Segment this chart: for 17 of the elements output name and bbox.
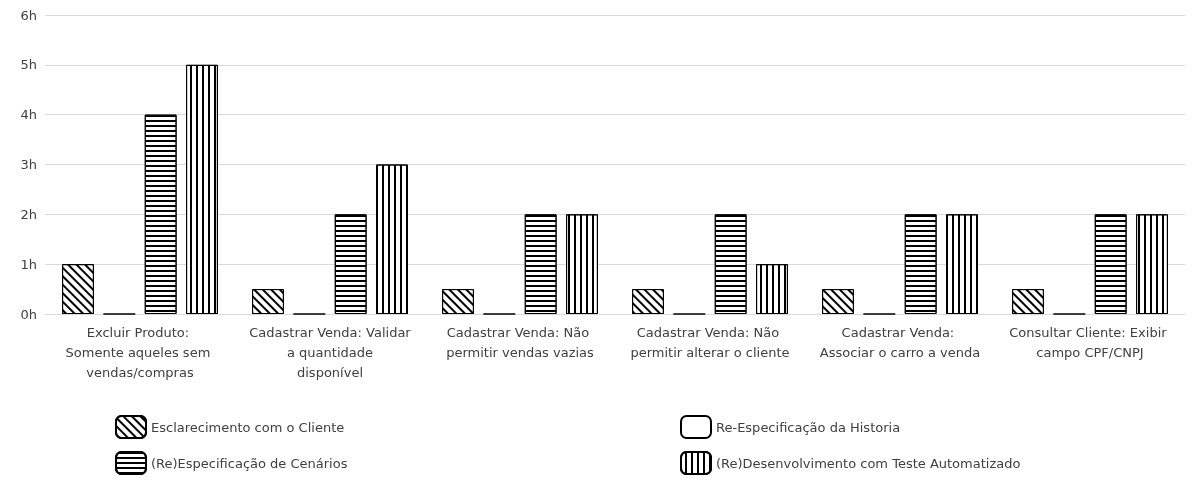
- y-tick-label: 4h: [20, 107, 37, 123]
- x-tick-label: Cadastrar Venda: Não permitir alterar o cliente: [630, 324, 790, 360]
- x-tick-label: Consultar Cliente: Exibir campo CPF/CNPJ: [1009, 324, 1171, 360]
- x-tick-label: Cadastrar Venda: Não permitir vendas vazias: [446, 324, 595, 360]
- y-tick-label: 2h: [20, 206, 37, 222]
- x-tick-label: Cadastrar Venda: Validar a quantidade disponível: [249, 324, 412, 380]
- legend-label: (Re)Desenvolvimento com Teste Automatizado: [716, 455, 1021, 471]
- y-tick-label: 0h: [20, 306, 37, 322]
- legend-label: (Re)Especificação de Cenários: [151, 455, 348, 471]
- legend-label: Esclarecimento com o Cliente: [151, 419, 345, 435]
- y-tick-label: 1h: [20, 256, 37, 272]
- y-tick-label: 5h: [20, 57, 37, 73]
- y-tick-label: 3h: [20, 157, 37, 172]
- x-tick-label: Excluir Produto: Somente aqueles sem vendas/compras: [65, 324, 215, 380]
- x-tick-label: Cadastrar Venda: Associar o carro a venda: [819, 324, 981, 360]
- legend-label: Re-Especificação da Historia: [716, 419, 901, 435]
- y-tick-label: 6h: [20, 7, 37, 23]
